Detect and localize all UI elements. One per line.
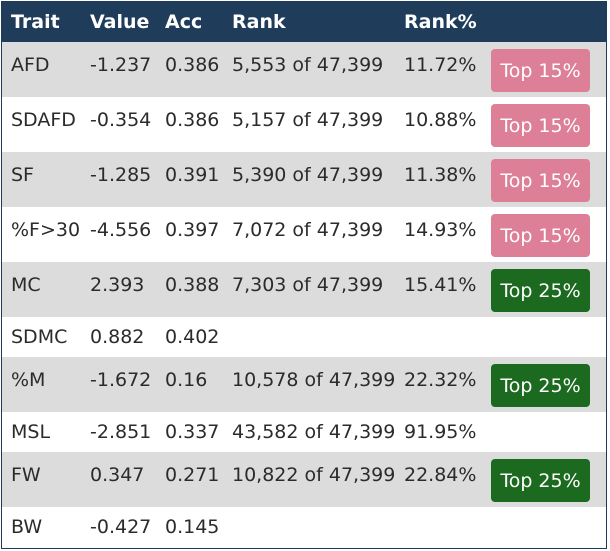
table-header: Trait Value Acc Rank Rank%	[2, 2, 606, 42]
trait-rank-pct: 22.32%	[404, 369, 477, 391]
trait-acc: 0.402	[165, 326, 220, 348]
header-rank-pct: Rank%	[404, 11, 477, 33]
table-row: BW -0.427 0.145	[2, 507, 606, 547]
table-row: FW 0.347 0.271 10,822 of 47,399 22.84% T…	[2, 452, 606, 507]
trait-value: -2.851	[90, 421, 152, 443]
trait-acc: 0.337	[165, 421, 220, 443]
trait-name: SF	[11, 164, 34, 186]
top-15-badge: Top 15%	[491, 49, 590, 92]
trait-acc: 0.145	[165, 516, 220, 538]
trait-acc: 0.271	[165, 464, 220, 486]
header-value: Value	[90, 11, 150, 33]
trait-rank-pct: 15.41%	[404, 274, 477, 296]
trait-value: 2.393	[90, 274, 145, 296]
header-rank: Rank	[232, 11, 286, 33]
trait-rank: 10,822 of 47,399	[232, 464, 396, 486]
trait-acc: 0.386	[165, 54, 220, 76]
table-row: SF -1.285 0.391 5,390 of 47,399 11.38% T…	[2, 152, 606, 207]
trait-value: 0.882	[90, 326, 145, 348]
trait-rank-pct: 22.84%	[404, 464, 477, 486]
trait-name: FW	[11, 464, 41, 486]
table-row: MC 2.393 0.388 7,303 of 47,399 15.41% To…	[2, 262, 606, 317]
trait-rank-pct: 11.72%	[404, 54, 477, 76]
trait-value: -0.427	[90, 516, 152, 538]
trait-name: SDAFD	[11, 109, 76, 131]
top-15-badge: Top 15%	[491, 159, 590, 202]
table-row: SDMC 0.882 0.402	[2, 317, 606, 357]
trait-rank: 10,578 of 47,399	[232, 369, 396, 391]
trait-name: BW	[11, 516, 43, 538]
trait-value: -1.285	[90, 164, 152, 186]
trait-name: %F>30	[11, 219, 81, 241]
table-row: AFD -1.237 0.386 5,553 of 47,399 11.72% …	[2, 42, 606, 97]
trait-acc: 0.388	[165, 274, 220, 296]
trait-rank: 5,390 of 47,399	[232, 164, 384, 186]
trait-rank: 43,582 of 47,399	[232, 421, 396, 443]
trait-rank-pct: 10.88%	[404, 109, 477, 131]
trait-value: -4.556	[90, 219, 152, 241]
trait-acc: 0.16	[165, 369, 208, 391]
trait-name: AFD	[11, 54, 50, 76]
top-25-badge: Top 25%	[491, 459, 590, 502]
trait-value: -1.237	[90, 54, 152, 76]
table-row: %F>30 -4.556 0.397 7,072 of 47,399 14.93…	[2, 207, 606, 262]
trait-value: 0.347	[90, 464, 145, 486]
trait-acc: 0.386	[165, 109, 220, 131]
table-row: SDAFD -0.354 0.386 5,157 of 47,399 10.88…	[2, 97, 606, 152]
top-15-badge: Top 15%	[491, 104, 590, 147]
trait-value: -0.354	[90, 109, 152, 131]
trait-rank-pct: 91.95%	[404, 421, 477, 443]
trait-rank-pct: 14.93%	[404, 219, 477, 241]
trait-name: MSL	[11, 421, 51, 443]
table-row: MSL -2.851 0.337 43,582 of 47,399 91.95%	[2, 412, 606, 452]
trait-acc: 0.397	[165, 219, 220, 241]
trait-name: MC	[11, 274, 41, 296]
trait-rank: 5,553 of 47,399	[232, 54, 384, 76]
top-25-badge: Top 25%	[491, 364, 590, 407]
trait-acc: 0.391	[165, 164, 220, 186]
table-row: %M -1.672 0.16 10,578 of 47,399 22.32% T…	[2, 357, 606, 412]
trait-rank: 7,072 of 47,399	[232, 219, 384, 241]
trait-name: SDMC	[11, 326, 68, 348]
trait-rank: 5,157 of 47,399	[232, 109, 384, 131]
header-acc: Acc	[165, 11, 203, 33]
header-trait: Trait	[11, 11, 60, 33]
trait-rank: 7,303 of 47,399	[232, 274, 384, 296]
trait-rank-pct: 11.38%	[404, 164, 477, 186]
top-15-badge: Top 15%	[491, 214, 590, 257]
top-25-badge: Top 25%	[491, 269, 590, 312]
trait-value: -1.672	[90, 369, 152, 391]
trait-name: %M	[11, 369, 46, 391]
